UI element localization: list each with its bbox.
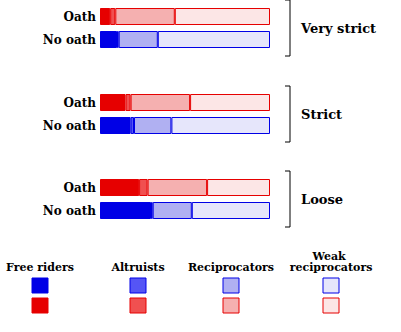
svg-text:Altruists: Altruists	[110, 261, 164, 274]
svg-text:Weak: Weak	[312, 250, 350, 263]
svg-text:Reciprocators: Reciprocators	[188, 261, 274, 274]
svg-text:reciprocators: reciprocators	[290, 261, 373, 274]
svg-text:No oath: No oath	[43, 204, 96, 218]
svg-text:Free riders: Free riders	[6, 261, 74, 274]
svg-text:Oath: Oath	[64, 96, 97, 110]
svg-text:Oath: Oath	[64, 10, 97, 24]
svg-text:Strict: Strict	[301, 107, 342, 122]
svg-text:No oath: No oath	[43, 33, 96, 47]
svg-text:No oath: No oath	[43, 119, 96, 133]
svg-text:Oath: Oath	[64, 181, 97, 195]
svg-text:Very strict: Very strict	[300, 21, 376, 36]
svg-text:Loose: Loose	[301, 192, 343, 207]
